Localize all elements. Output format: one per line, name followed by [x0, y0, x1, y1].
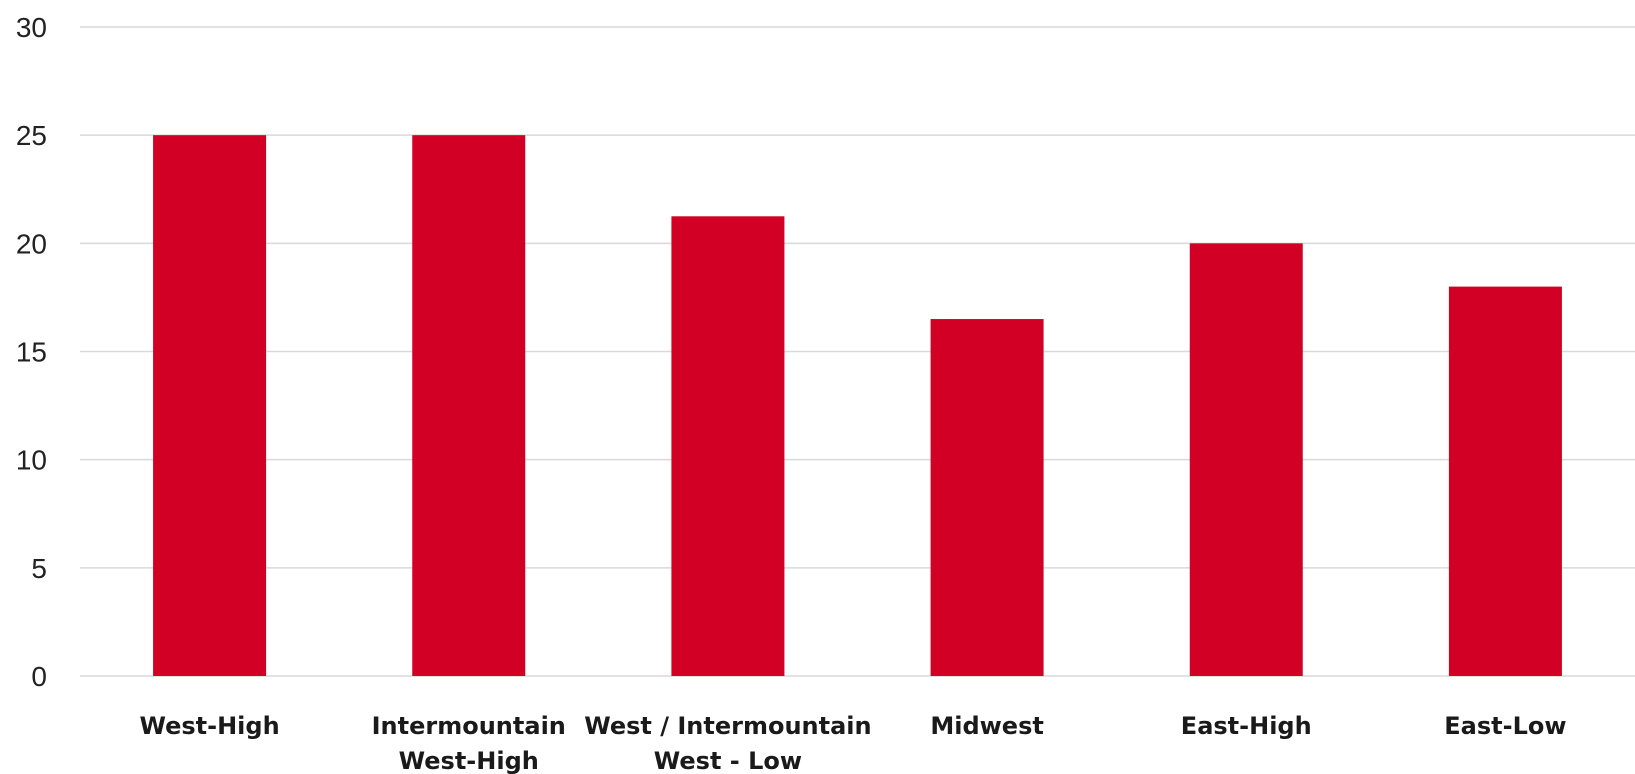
y-axis-tick-labels: 0 5 10 15 20 25 30: [16, 12, 47, 692]
x-axis-category-labels: West-High Intermountain West-High West / In…: [139, 712, 1566, 774]
x-category-label: West / Intermountain West - Low: [584, 712, 871, 774]
y-tick-label: 0: [31, 661, 47, 692]
gridlines: [80, 26, 1635, 677]
bar: [930, 319, 1044, 676]
bar: [412, 135, 526, 676]
bar: [1189, 243, 1303, 677]
y-tick-label: 5: [31, 553, 47, 584]
y-tick-label: 10: [16, 445, 47, 476]
bar: [1448, 286, 1562, 676]
bar: [153, 135, 267, 676]
x-category-label: West-High: [139, 712, 279, 740]
x-category-label: East-High: [1181, 712, 1312, 740]
bar: [671, 216, 785, 676]
y-tick-label: 25: [16, 120, 47, 151]
y-tick-label: 30: [16, 12, 47, 43]
x-category-label: East-Low: [1444, 712, 1566, 740]
x-category-label: Midwest: [930, 712, 1044, 740]
x-category-label: Intermountain West-High: [372, 712, 566, 774]
y-tick-label: 20: [16, 228, 47, 259]
y-tick-label: 15: [16, 337, 47, 368]
bars: [153, 135, 1562, 677]
